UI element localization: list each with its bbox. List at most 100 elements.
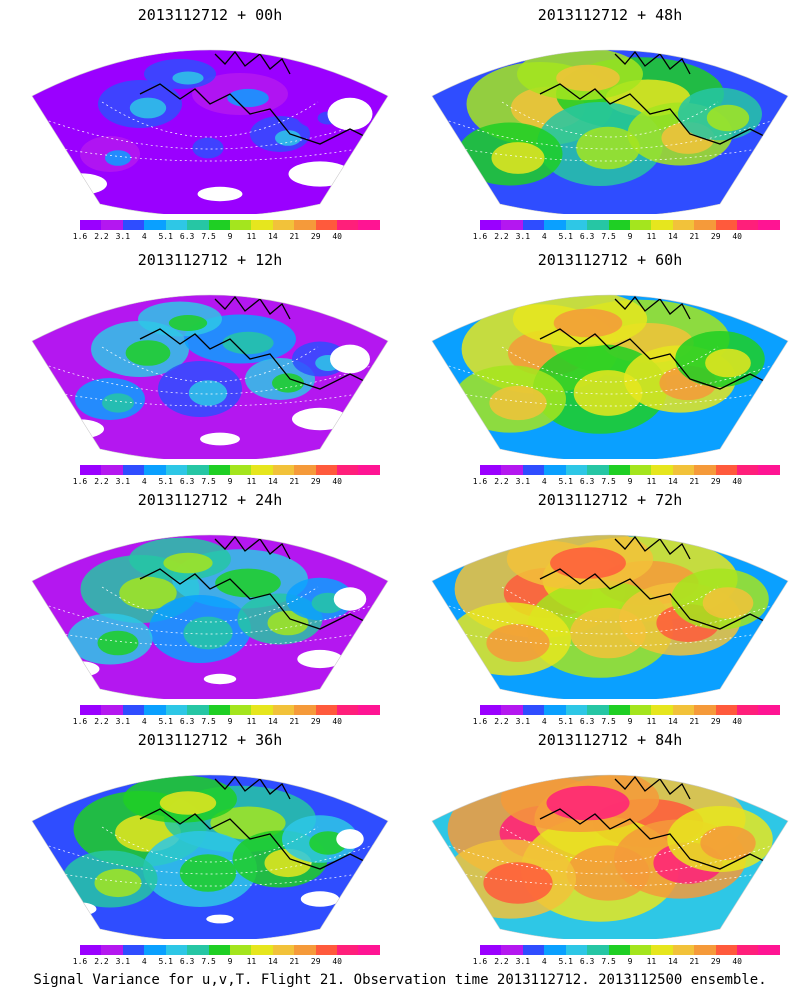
colorbar-swatch [122,220,145,230]
missing-data-region [63,902,97,916]
colorbar-swatch [501,945,523,955]
colorbar-label: 4 [541,717,547,726]
colorbar-label: 14 [668,477,678,486]
colorbar-swatch [208,945,230,955]
panel-72h: 2013112712 + 72h 1.6 2.2 3.1 4 5.1 6.3 7.5 9 11 1… [420,485,800,726]
colorbar-label: 5.1 [158,232,173,241]
colorbar-label: 6.3 [179,232,195,241]
colorbar-swatch [294,705,316,715]
colorbar-label: 1.6 [72,717,88,726]
variance-contour [172,71,204,85]
coastline [139,568,371,630]
coastline [139,83,371,145]
missing-data-region [300,891,340,907]
colorbar-swatch [251,220,273,230]
graticule-line [432,838,788,875]
colorbar-swatch [672,945,695,955]
panel-12h: 2013112712 + 12h 1.6 2.2 3.1 4 5.1 6.3 7.5 9 11 1… [20,245,400,486]
colorbar-label: 11 [646,232,657,241]
colorbar-swatch [122,465,145,475]
panel-60h: 2013112712 + 60h 1.6 2.2 3.1 4 5.1 6.3 7.5 9 11 1… [420,245,800,486]
coastline [214,535,291,560]
variance-contour [491,142,545,174]
colorbar-swatch [522,945,545,955]
colorbar-label: 7.5 [601,957,616,966]
colorbar-swatch [651,705,673,715]
colorbar-swatch [165,945,188,955]
coastline [214,50,291,75]
panel-title: 2013112712 + 24h [137,491,283,509]
map-boundary [431,49,789,214]
colorbar-labels: 1.6 2.2 3.1 4 5.1 6.3 7.5 9 11 14 21 29 40 [473,232,784,242]
colorbar-swatch [629,465,652,475]
colorbar-swatch [651,465,673,475]
missing-data-region [203,673,237,685]
colorbar-swatch [251,465,273,475]
graticule-line [501,101,719,138]
colorbar-labels: 1.6 2.2 3.1 4 5.1 6.3 7.5 9 11 14 21 29 40 [473,957,784,967]
map-boundary [31,294,389,459]
missing-data-region [327,97,373,131]
colorbar-label: 21 [689,477,700,486]
variance-contour [97,630,139,656]
colorbar-label: 7.5 [201,957,216,966]
variance-contour [489,385,547,421]
colorbar-swatch [272,705,295,715]
colorbar-swatch [251,705,273,715]
graticule-line [432,598,788,635]
variance-contour [486,624,550,662]
map-84h [431,774,789,939]
coastline [214,775,291,800]
colorbar-label: 14 [668,957,678,966]
graticule-line [432,113,788,150]
coastline [614,775,691,800]
colorbar-swatch [229,465,252,475]
panel-84h: 2013112712 + 84h 1.6 2.2 3.1 4 5.1 6.3 7.5 9 11 1… [420,725,800,967]
variance-contour [119,576,177,610]
colorbar-swatch [480,945,502,955]
colorbar-swatch [144,465,166,475]
colorbar-swatch [187,945,209,955]
colorbar-swatch [144,705,166,715]
colorbar-swatch [587,945,609,955]
map-60h [431,294,789,459]
variance-contour [705,348,751,378]
colorbar-swatch [758,465,780,475]
colorbar-swatch [737,705,759,715]
colorbar-swatch [80,220,102,230]
colorbar-label: 6.3 [179,957,195,966]
colorbar-labels: 1.6 2.2 3.1 4 5.1 6.3 7.5 9 11 14 21 29 40 [72,717,384,727]
colorbar [480,945,780,955]
colorbar-swatch [251,945,273,955]
graticule-line [501,346,719,383]
variance-contour [179,854,237,892]
variance-contour [188,380,228,406]
colorbar-label: 3.1 [515,232,531,241]
map-72h [431,534,789,699]
graticule-line [501,586,719,623]
colorbar-swatch [294,465,316,475]
colorbar-swatch [144,220,166,230]
graticule-line [32,850,388,887]
colorbar-label: 14 [268,717,278,726]
colorbar-label: 2.2 [494,717,509,726]
colorbar-label: 7.5 [601,717,616,726]
colorbar-label: 6.3 [579,957,595,966]
colorbar-swatch [501,465,523,475]
colorbar-label: 2.2 [494,477,509,486]
colorbar-label: 29 [710,717,721,726]
colorbar-label: 1.6 [72,232,88,241]
colorbar-swatch [315,945,338,955]
coastline [614,295,691,320]
colorbar-label: 11 [246,232,257,241]
colorbar-label: 6.3 [579,232,595,241]
variance-contour [556,64,620,92]
panel-title: 2013112712 + 00h [137,6,283,24]
colorbar-swatch [480,220,502,230]
colorbar-label: 21 [689,232,700,241]
colorbar-label: 3.1 [115,717,131,726]
colorbar-label: 5.1 [158,957,173,966]
panel-00h: 2013112712 + 00h 1.6 2.2 3.1 4 5.1 6.3 7.5 9 11 1… [20,0,400,241]
colorbar-swatch [272,220,295,230]
colorbar-swatch [208,220,230,230]
